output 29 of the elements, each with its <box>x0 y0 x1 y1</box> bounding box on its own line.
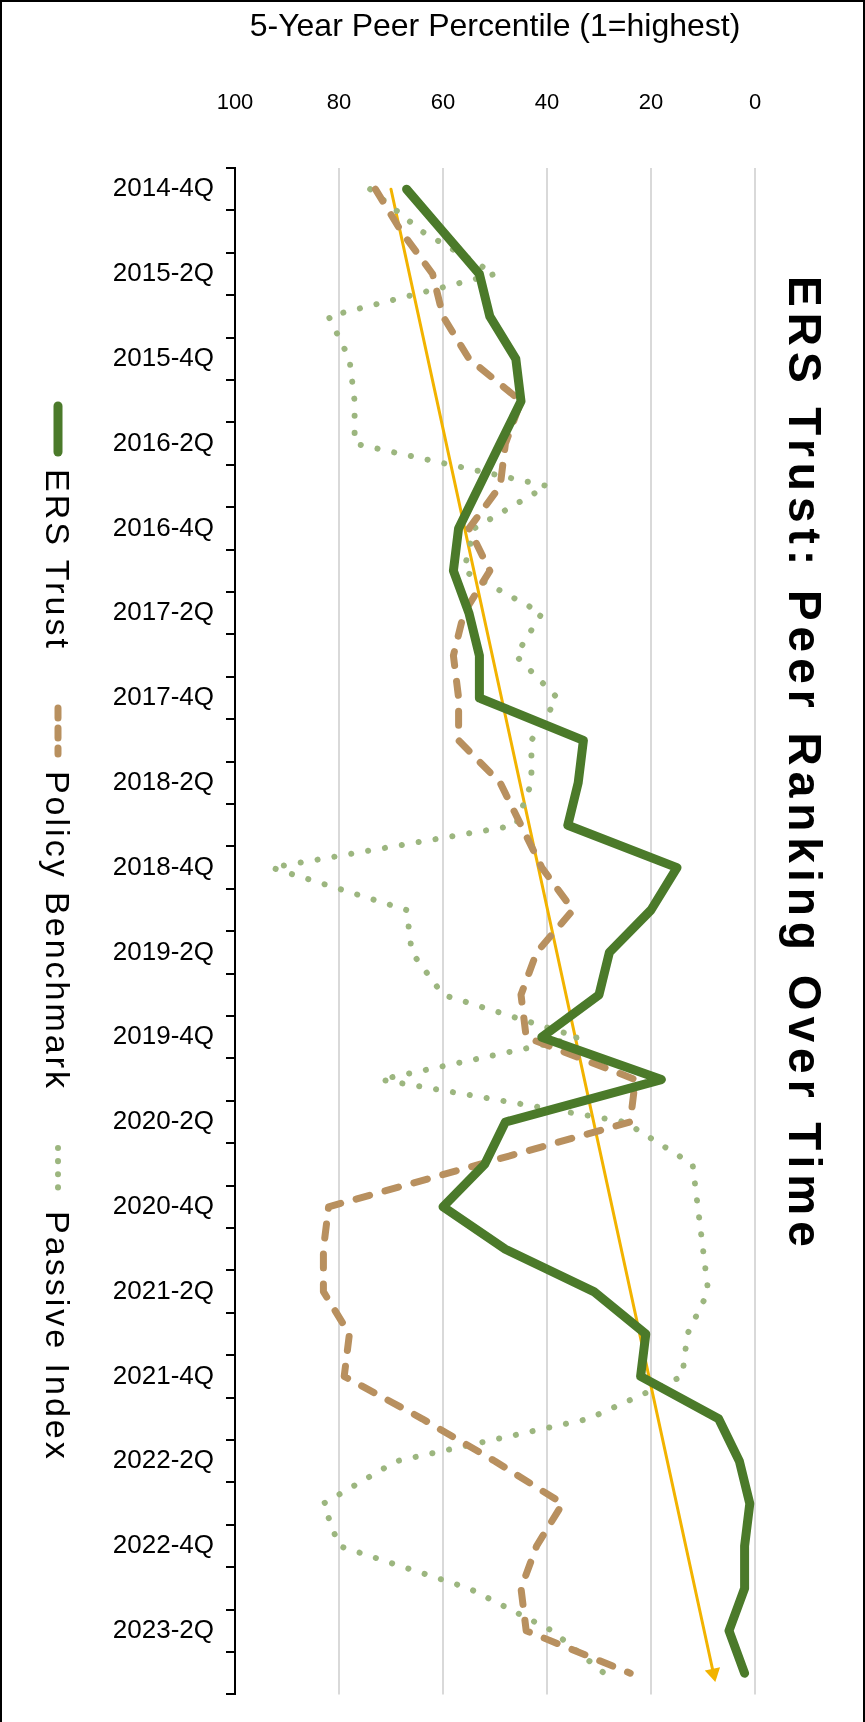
y-tick-label: 2019-2Q <box>112 935 214 966</box>
y-tick-label: 2020-4Q <box>112 1189 214 1220</box>
y-tick-label: 2016-4Q <box>112 511 214 542</box>
y-tick-label: 2018-4Q <box>112 850 214 881</box>
y-tick-label: 2017-2Q <box>112 596 214 627</box>
y-tick-label: 2021-2Q <box>112 1274 214 1305</box>
x-axis-title: 5-Year Peer Percentile (1=highest) <box>249 7 741 44</box>
y-tick-label: 2021-4Q <box>112 1359 214 1390</box>
y-tick-label: 2018-2Q <box>112 765 214 796</box>
x-tick-label: 20 <box>638 88 664 114</box>
y-tick-label: 2015-4Q <box>112 341 214 372</box>
x-tick-label: 100 <box>216 88 254 114</box>
legend-label: Policy Benchmark <box>37 770 78 1091</box>
x-tick-label: 40 <box>534 88 560 114</box>
y-tick-label: 2016-2Q <box>112 426 214 457</box>
y-tick-label: 2020-2Q <box>112 1105 214 1136</box>
y-tick-label: 2015-2Q <box>112 257 214 288</box>
y-tick-label: 2022-4Q <box>112 1529 214 1560</box>
x-tick-label: 60 <box>430 88 456 114</box>
legend-label: Passive Index <box>37 1210 78 1462</box>
text: ERS Trust: Peer Ranking Over Time <box>779 275 832 1253</box>
y-tick-label: 2022-2Q <box>112 1444 214 1475</box>
y-tick-label: 2014-4Q <box>112 172 214 203</box>
x-tick-label: 80 <box>326 88 352 114</box>
legend-label: ERS Trust <box>37 468 78 651</box>
y-tick-label: 2017-4Q <box>112 681 214 712</box>
y-tick-label: 2023-2Q <box>112 1613 214 1644</box>
y-tick-label: 2019-4Q <box>112 1020 214 1051</box>
x-tick-label: 0 <box>748 88 762 114</box>
